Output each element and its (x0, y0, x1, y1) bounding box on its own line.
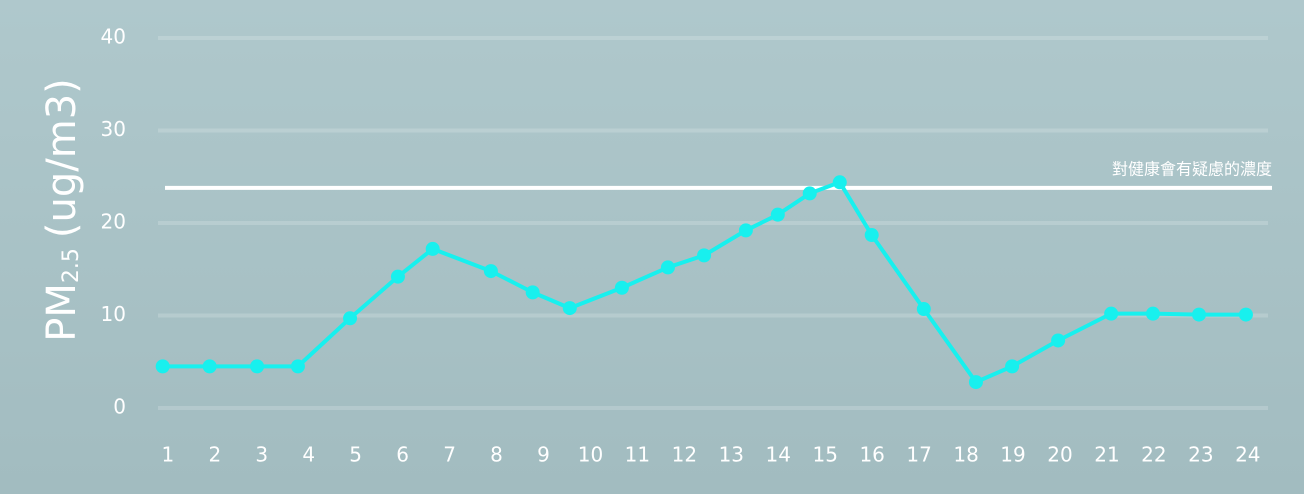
data-point (802, 186, 817, 201)
data-point (1238, 307, 1253, 322)
y-tick-label: 30 (101, 117, 126, 141)
x-tick-label: 7 (443, 443, 456, 467)
data-point (1104, 306, 1119, 321)
x-tick-label: 12 (672, 443, 697, 467)
x-tick-label: 5 (349, 443, 362, 467)
x-tick-label: 11 (625, 443, 650, 467)
x-tick-label: 19 (1000, 443, 1025, 467)
data-point (1005, 359, 1020, 374)
x-tick-label: 6 (396, 443, 409, 467)
data-point (770, 207, 785, 222)
y-tick-label: 0 (113, 395, 126, 419)
data-point (1145, 306, 1160, 321)
data-point (697, 248, 712, 263)
x-tick-label: 13 (719, 443, 744, 467)
y-label-unit: (ug/m3) (39, 78, 85, 238)
data-point (614, 280, 629, 295)
data-point (916, 302, 931, 317)
y-axis-label: PM2.5 (ug/m3) (39, 78, 85, 341)
x-tick-label: 15 (812, 443, 837, 467)
data-point (832, 175, 847, 190)
data-point (155, 359, 170, 374)
y-tick-label: 40 (101, 25, 126, 49)
data-point (738, 223, 753, 238)
x-tick-label: 4 (302, 443, 315, 467)
data-point (1191, 307, 1206, 322)
data-point (968, 375, 983, 390)
x-tick-label: 17 (906, 443, 931, 467)
y-label-sub: 2.5 (59, 248, 84, 283)
data-point (390, 269, 405, 284)
x-tick-label: 8 (490, 443, 503, 467)
x-tick-label: 3 (255, 443, 268, 467)
data-point (343, 311, 358, 326)
y-label-main: PM (39, 283, 85, 342)
x-tick-label: 23 (1188, 443, 1213, 467)
data-point (202, 359, 217, 374)
y-tick-label: 20 (101, 210, 126, 234)
data-point (660, 260, 675, 275)
x-tick-label: 20 (1047, 443, 1072, 467)
data-point (1051, 333, 1066, 348)
x-tick-label: 16 (859, 443, 884, 467)
data-point (525, 285, 540, 300)
x-tick-label: 14 (766, 443, 791, 467)
data-line (162, 180, 1246, 385)
x-tick-label: 22 (1141, 443, 1166, 467)
data-point (290, 359, 305, 374)
x-tick-label: 21 (1094, 443, 1119, 467)
y-tick-label: 10 (101, 302, 126, 326)
x-tick-label: 2 (208, 443, 221, 467)
x-tick-label: 1 (161, 443, 174, 467)
x-tick-label: 9 (537, 443, 550, 467)
x-tick-label: 24 (1235, 443, 1260, 467)
x-tick-label: 10 (578, 443, 603, 467)
data-point (425, 241, 440, 256)
data-point (250, 359, 265, 374)
data-point (562, 301, 577, 316)
data-point (483, 264, 498, 279)
x-tick-label: 18 (953, 443, 978, 467)
data-point (864, 228, 879, 243)
threshold-label: 對健康會有疑慮的濃度 (1112, 159, 1272, 178)
